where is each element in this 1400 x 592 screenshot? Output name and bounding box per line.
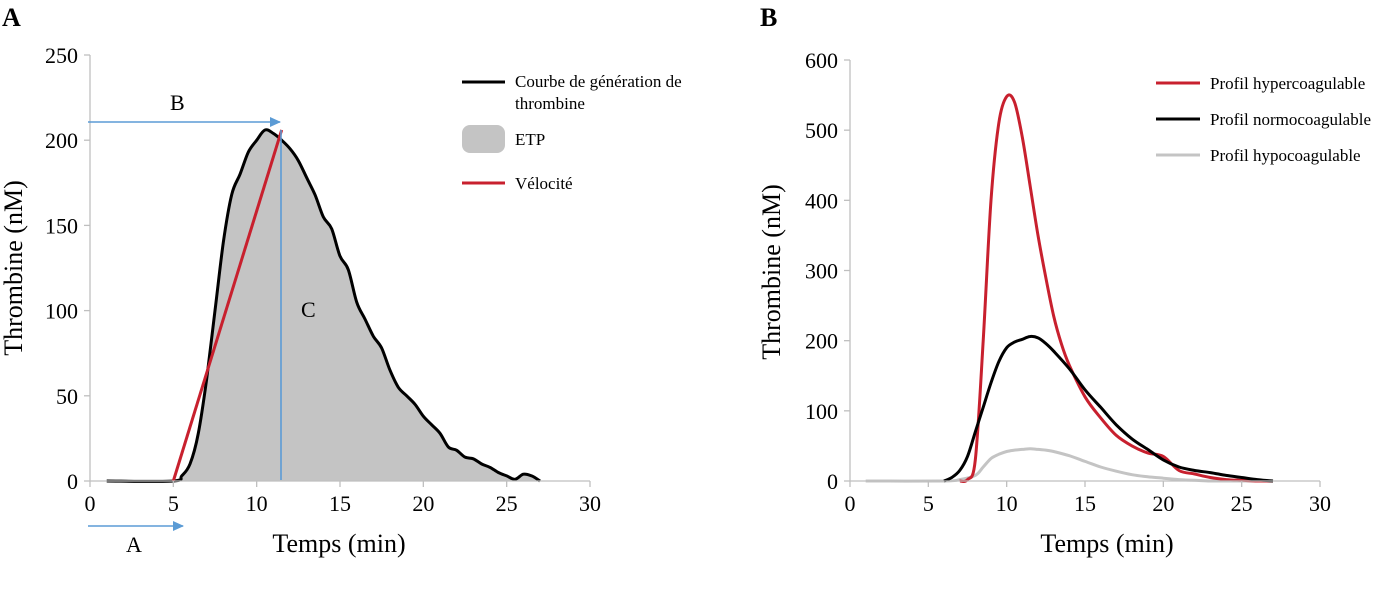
hypocoagulable-curve (865, 447, 1273, 483)
legend-label-hyper: Profil hypercoagulable (1210, 74, 1365, 93)
panel-a-x-tick-label: 20 (412, 491, 434, 516)
panel-a-legend: Courbe de génération de thrombine ETP Vé… (462, 72, 686, 193)
panel-b-x-axis-title: Temps (min) (1040, 529, 1173, 558)
panel-b-y-tick-label: 0 (827, 469, 838, 494)
panel-b-x-tick-label: 5 (923, 491, 934, 516)
panel-b-y-tick-label: 200 (805, 329, 838, 354)
panel-b-y-tick-label: 100 (805, 399, 838, 424)
legend-label-velocity: Vélocité (515, 174, 573, 193)
panel-a-x-tick-label: 30 (579, 491, 601, 516)
panel-b-x-tick-label: 20 (1152, 491, 1174, 516)
panel-b-x-tick-label: 15 (1074, 491, 1096, 516)
panel-b-x-tick-label: 10 (996, 491, 1018, 516)
panel-b-legend: Profil hypercoagulable Profil normocoagu… (1156, 74, 1371, 165)
panel-b-x-tick-label: 0 (845, 491, 856, 516)
legend-label-normo: Profil normocoagulable (1210, 110, 1371, 129)
velocity-line (171, 129, 284, 482)
normocoagulable-curve (943, 334, 1274, 483)
legend-label-curve-line2: thrombine (515, 94, 585, 113)
legend-label-curve-line1: Courbe de génération de (515, 72, 682, 91)
panel-a-y-tick-label: 200 (45, 128, 78, 153)
panel-b-y-tick-label: 300 (805, 259, 838, 284)
thrombin-generation-curve (106, 128, 541, 483)
panel-a-x-tick-label: 25 (496, 491, 518, 516)
legend-label-hypo: Profil hypocoagulable (1210, 146, 1361, 165)
panel-a-y-tick-label: 150 (45, 213, 78, 238)
panel-a-y-axis-title: Thrombine (nM) (0, 180, 28, 355)
annotation-c: C (301, 297, 316, 322)
panel-b-y-axis-title: Thrombine (nM) (757, 184, 786, 359)
panel-b-x-tick-label: 30 (1309, 491, 1331, 516)
panel-b-axes: 0 100 200 300 400 500 600 0 5 10 15 20 25 30 (805, 48, 1331, 516)
panel-a-letter: A (2, 3, 21, 32)
panel-a-y-tick-label: 50 (56, 384, 78, 409)
panel-a-x-tick-label: 0 (85, 491, 96, 516)
panel-a-y-tick-label: 100 (45, 299, 78, 324)
legend-label-curve: Courbe de génération de thrombine (515, 72, 686, 113)
panel-b: B 0 100 200 300 400 500 600 0 5 10 15 20 25 30 Temps … (757, 3, 1371, 558)
panel-a-x-tick-label: 10 (246, 491, 268, 516)
panel-a-x-tick-label: 5 (168, 491, 179, 516)
panel-a-axes: 0 50 100 150 200 250 0 5 10 15 20 25 30 (45, 43, 601, 516)
panel-a-y-tick-label: 0 (67, 469, 78, 494)
annotation-b: B (170, 90, 185, 115)
panel-a: A 0 50 100 150 200 250 0 5 10 15 20 25 30 A B C Temp… (0, 3, 686, 558)
panel-a-x-tick-label: 15 (329, 491, 351, 516)
panel-b-y-tick-label: 400 (805, 188, 838, 213)
panel-b-x-tick-label: 25 (1231, 491, 1253, 516)
panel-b-letter: B (760, 3, 777, 32)
panel-b-y-tick-label: 600 (805, 48, 838, 73)
panel-b-y-tick-label: 500 (805, 118, 838, 143)
panel-a-y-tick-label: 250 (45, 43, 78, 68)
annotation-a: A (126, 532, 142, 557)
hypercoagulable-curve (959, 93, 1274, 484)
legend-label-etp: ETP (515, 130, 545, 149)
panel-a-x-axis-title: Temps (min) (272, 529, 405, 558)
legend-swatch-etp (462, 125, 505, 153)
